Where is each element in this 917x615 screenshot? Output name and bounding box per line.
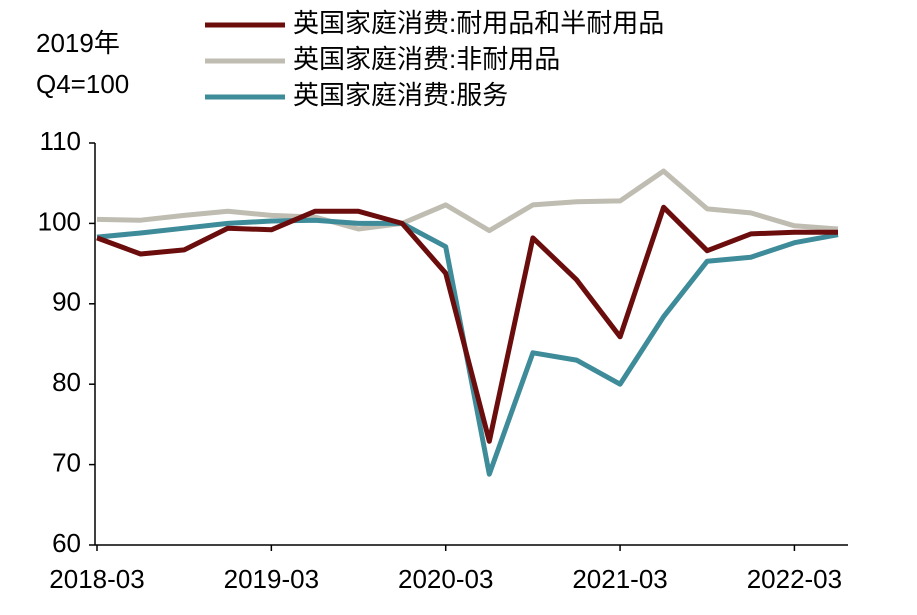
y-axis-label: Q4=100: [36, 69, 129, 99]
legend-label: 英国家庭消费:服务: [293, 80, 508, 110]
x-tick-label: 2022-03: [747, 564, 842, 594]
x-tick-label: 2019-03: [224, 564, 319, 594]
series-line: [96, 168, 839, 234]
y-tick-label: 110: [40, 126, 81, 156]
legend-label: 英国家庭消费:耐用品和半耐用品: [293, 8, 664, 38]
y-tick-label: 60: [52, 528, 81, 558]
series-line: [96, 204, 838, 444]
legend-label: 英国家庭消费:非耐用品: [293, 44, 560, 74]
x-tick-label: 2018-03: [49, 564, 144, 594]
series-line: [96, 217, 839, 477]
y-tick-label: 100: [38, 206, 81, 236]
y-tick-label: 90: [52, 287, 81, 317]
y-tick-label: 80: [52, 367, 81, 397]
x-tick-label: 2020-03: [398, 564, 493, 594]
y-axis-label: 2019年: [36, 28, 120, 58]
x-tick-label: 2021-03: [572, 564, 667, 594]
y-tick-label: 70: [52, 447, 81, 477]
